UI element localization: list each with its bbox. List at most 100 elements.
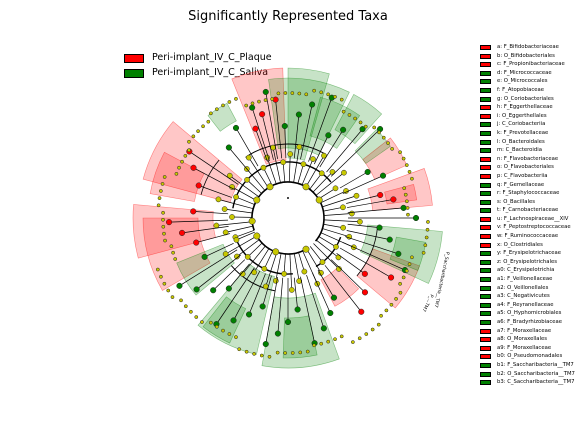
saliva-node	[225, 285, 232, 292]
saliva-node	[325, 132, 332, 139]
phylum-node	[253, 196, 261, 204]
branch-line	[330, 259, 366, 293]
taxon-legend-item: j: C_Coriobacteriia	[480, 120, 576, 129]
leaf-node	[183, 153, 188, 158]
taxon-node	[233, 237, 240, 243]
taxon-legend-item: a6: F_Bradyrhizobiaceae	[480, 318, 576, 327]
taxon-swatch	[480, 53, 491, 59]
taxon-swatch	[480, 173, 491, 179]
plaque-clade-highlight	[149, 151, 205, 202]
saliva-clade-highlight	[360, 224, 443, 284]
branch-line	[309, 173, 322, 190]
branch-line	[236, 231, 255, 241]
branch-line	[247, 242, 263, 258]
plaque-node	[361, 289, 369, 296]
plaque-swatch	[124, 54, 144, 63]
branch-line	[301, 158, 314, 185]
phylum-node	[253, 232, 261, 240]
leaf-node	[389, 302, 394, 307]
taxon-label: a6: F_Bradyrhizobiaceae	[497, 319, 563, 325]
leaf-node	[290, 91, 295, 95]
taxon-swatch	[480, 139, 491, 145]
class-ring-arc	[315, 236, 342, 268]
branch-line	[229, 175, 260, 198]
plaque-node	[190, 164, 197, 171]
leaf-node	[209, 320, 213, 325]
leaf-node	[161, 210, 165, 215]
leaf-node	[155, 267, 160, 272]
taxon-swatch	[480, 345, 491, 351]
taxon-legend-item: f: F_Atopobiaceae	[480, 86, 576, 95]
taxon-label: d: F_Micrococcaceae	[497, 69, 552, 76]
saliva-node	[320, 325, 327, 332]
taxon-legend-item: a8: O_Moraxellales	[480, 335, 576, 344]
leaf-node	[401, 156, 406, 161]
branch-line	[193, 167, 236, 191]
taxon-label: v: F_Peptostreptococcaceae	[497, 224, 571, 231]
branch-line	[346, 194, 381, 204]
leaf-node	[160, 182, 165, 186]
saliva-node	[340, 126, 347, 133]
branch-line	[342, 242, 406, 271]
plaque-node	[377, 191, 384, 199]
branch-line	[218, 199, 254, 210]
branch-line	[326, 128, 363, 173]
leaf-node	[398, 290, 403, 295]
branch-line	[235, 127, 259, 167]
taxon-swatch	[480, 130, 491, 136]
taxon-label: b: O_Bifidobacteriales	[497, 52, 555, 59]
plaque-node	[193, 239, 200, 246]
saliva-clade-highlight	[261, 292, 340, 369]
branch-line	[196, 233, 231, 243]
taxon-swatch	[480, 156, 491, 162]
saliva-node	[274, 330, 281, 337]
leaf-node	[166, 288, 171, 293]
taxon-legend-item: g: O_Coriobacteriales	[480, 95, 576, 104]
taxon-node	[353, 192, 360, 199]
phylum-node	[302, 183, 310, 191]
branch-line	[228, 263, 250, 289]
leaf-node	[283, 91, 288, 95]
leaf-node	[351, 340, 355, 344]
order-ring-arc	[230, 265, 276, 292]
leaf-node	[305, 349, 310, 354]
leaf-node	[169, 244, 174, 249]
taxon-label: a1: F_Veillonellaceae	[497, 276, 553, 283]
taxon-legend-item: y: F_Erysipelotrichaceae	[480, 249, 576, 258]
branch-line	[248, 157, 269, 188]
taxon-legend-item: a2: O_Veillonellales	[480, 284, 576, 293]
taxon-node	[288, 287, 295, 293]
legend-label: Peri-implant_IV_C_Plaque	[152, 52, 272, 63]
taxon-legend-item: a5: O_Hyphomicrobiales	[480, 309, 576, 318]
branch-line	[282, 162, 286, 183]
taxon-legend-item: b1: F_Saccharibacteria__TM7	[480, 361, 576, 370]
root-node	[286, 196, 290, 200]
taxon-legend-item: b3: C_Saccharibacteria__TM7	[480, 378, 576, 387]
taxon-swatch	[480, 302, 491, 308]
taxon-node	[329, 169, 336, 175]
plaque-clade-highlight	[142, 217, 211, 291]
phylum-node	[266, 183, 274, 191]
branch-line	[272, 147, 281, 183]
taxon-node	[336, 266, 342, 272]
branch-line	[322, 195, 357, 208]
leaf-node	[214, 324, 219, 329]
saliva-node	[249, 104, 256, 111]
branch-line	[193, 211, 229, 215]
taxon-swatch	[480, 242, 491, 248]
plaque-node	[190, 208, 197, 215]
branch-line	[233, 270, 261, 321]
branch-line	[298, 252, 305, 272]
leaf-node	[227, 332, 232, 336]
leaf-node	[221, 328, 225, 333]
branch-line	[251, 107, 270, 162]
leaf-node	[163, 238, 167, 243]
leaf-node	[404, 199, 409, 204]
branch-line	[235, 196, 255, 205]
taxon-legend-item: a9: F_Moraxellaceae	[480, 344, 576, 353]
branch-line	[261, 114, 274, 160]
taxon-node	[310, 156, 316, 162]
branch-line	[248, 273, 266, 315]
taxon-legend-item: h: F_Eggerthellaceae	[480, 103, 576, 112]
branch-line	[347, 199, 394, 208]
